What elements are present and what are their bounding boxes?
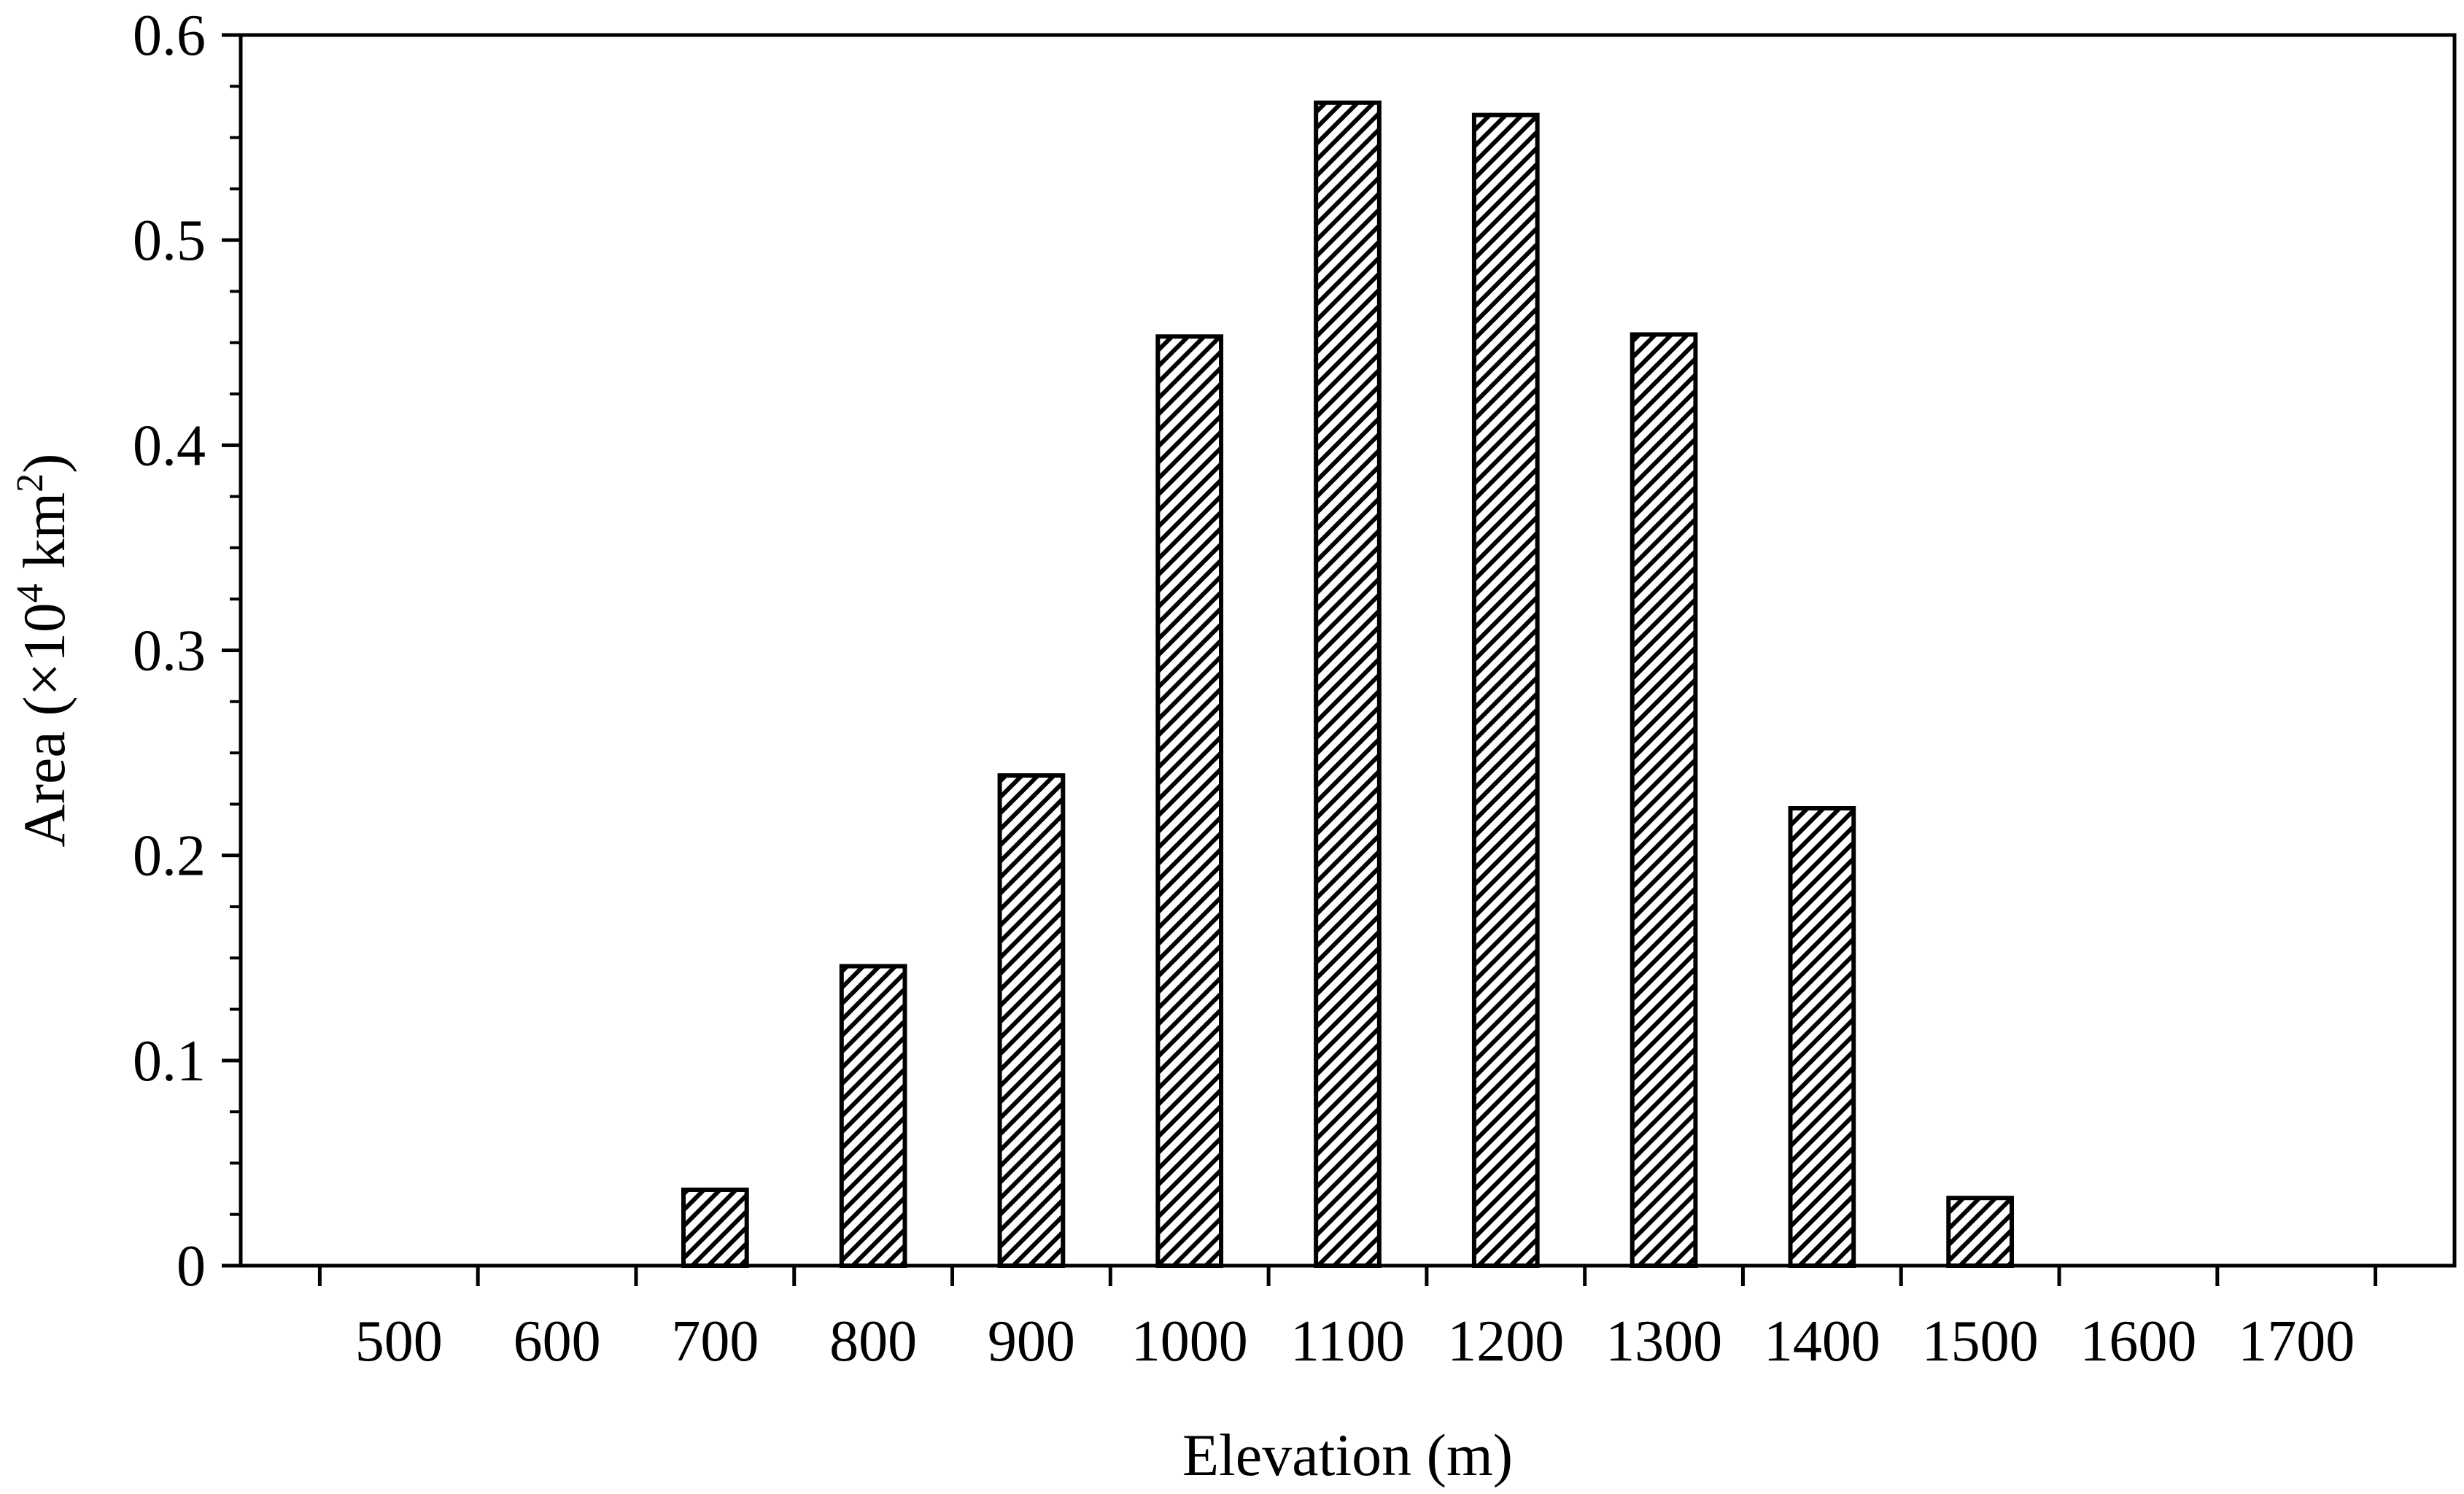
- y-tick-label: 0.1: [133, 1029, 206, 1094]
- bar-1500: [1946, 1196, 2014, 1268]
- x-tick-label: 1700: [2238, 1309, 2355, 1374]
- y-tick-label: 0.2: [133, 824, 206, 889]
- x-tick-label: 700: [671, 1309, 759, 1374]
- x-tick-label: 1100: [1290, 1309, 1405, 1374]
- bar-1100: [1314, 100, 1382, 1268]
- x-axis-title: Elevation (m): [1182, 1422, 1513, 1488]
- bar-800: [839, 964, 907, 1269]
- y-tick-label: 0.6: [133, 4, 206, 68]
- bar-1200: [1471, 112, 1540, 1268]
- x-tick-label: 1400: [1764, 1309, 1880, 1374]
- bar-1000: [1155, 334, 1224, 1269]
- axes-layer: 0 0.1 0.2 0.3 0.4 0.5 0.6 500 600 700 800 900 1000 1…: [133, 4, 2457, 1374]
- x-tick-label: 600: [514, 1309, 601, 1374]
- y-tick-label: 0.4: [133, 414, 206, 478]
- x-tick-label: 1600: [2080, 1309, 2196, 1374]
- x-tick-label: 1500: [1922, 1309, 2039, 1374]
- y-axis-title-prefix: Area (: [11, 696, 77, 847]
- x-tick-label: 1000: [1131, 1309, 1248, 1374]
- y-tick-label: 0.5: [133, 209, 206, 273]
- x-tick-label: 500: [355, 1309, 443, 1374]
- y-axis-title-unit: km: [11, 492, 77, 569]
- y-axis-title: Area (×104 km2): [9, 454, 77, 848]
- x-tick-label: 1200: [1447, 1309, 1564, 1374]
- bar-1300: [1630, 332, 1698, 1269]
- x-tick-label: 900: [988, 1309, 1075, 1374]
- y-axis-title-times: ×: [11, 662, 77, 696]
- bar-1400: [1788, 805, 1856, 1268]
- y-axis-title-exponent: 4: [9, 584, 51, 603]
- y-axis-ticks: 0 0.1 0.2 0.3 0.4 0.5 0.6: [133, 4, 241, 1298]
- y-tick-label: 0.3: [133, 619, 206, 684]
- bars-layer: [681, 100, 2014, 1269]
- y-axis-title-base: 10: [11, 603, 77, 662]
- bar-900: [997, 773, 1066, 1269]
- x-axis-ticks: 500 600 700 800 900 1000 1100 1200 1300 1400 1500 1…: [317, 1266, 2378, 1374]
- y-axis-title-unit-exponent: 2: [9, 473, 51, 492]
- x-tick-label: 800: [829, 1309, 917, 1374]
- x-tick-label: 1300: [1605, 1309, 1722, 1374]
- y-tick-label: 0: [177, 1234, 206, 1298]
- bar-700: [681, 1187, 749, 1269]
- y-axis-title-suffix: ): [11, 454, 77, 473]
